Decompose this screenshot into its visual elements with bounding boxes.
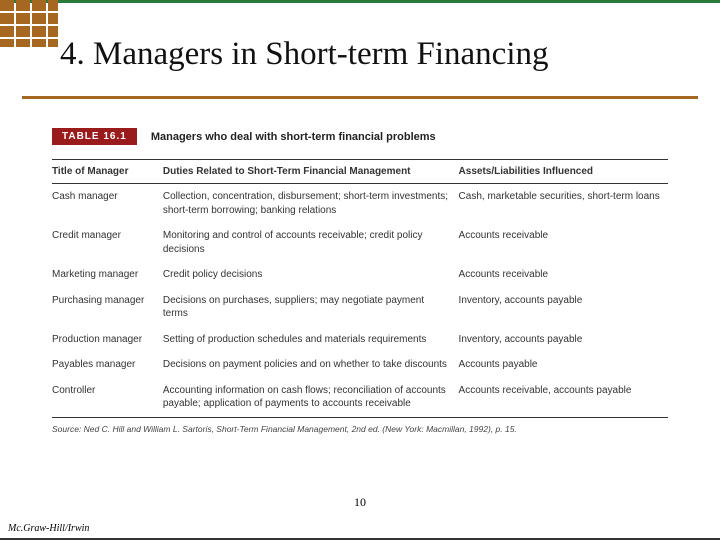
table-row: Payables manager Decisions on payment po… <box>52 352 668 378</box>
cell-title: Payables manager <box>52 352 163 378</box>
col-header-duties: Duties Related to Short-Term Financial M… <box>163 160 459 184</box>
cell-title: Controller <box>52 378 163 418</box>
cell-duties: Decisions on payment policies and on whe… <box>163 352 459 378</box>
corner-grid-decor <box>0 0 60 48</box>
table-source: Source: Ned C. Hill and William L. Sarto… <box>52 424 668 434</box>
table-header-row: TABLE 16.1 Managers who deal with short-… <box>52 128 668 145</box>
cell-assets: Accounts receivable, accounts payable <box>459 378 668 418</box>
table-head-row: Title of Manager Duties Related to Short… <box>52 160 668 184</box>
cell-assets: Inventory, accounts payable <box>459 327 668 353</box>
page-number: 10 <box>354 495 366 510</box>
cell-duties: Setting of production schedules and mate… <box>163 327 459 353</box>
cell-assets: Inventory, accounts payable <box>459 288 668 327</box>
table-row: Controller Accounting information on cas… <box>52 378 668 418</box>
table-row: Cash manager Collection, concentration, … <box>52 184 668 224</box>
top-rule <box>0 0 720 10</box>
table-row: Marketing manager Credit policy decision… <box>52 262 668 288</box>
table-row: Purchasing manager Decisions on purchase… <box>52 288 668 327</box>
col-header-title: Title of Manager <box>52 160 163 184</box>
cell-assets: Cash, marketable securities, short-term … <box>459 184 668 224</box>
cell-duties: Accounting information on cash flows; re… <box>163 378 459 418</box>
publisher-credit: Mc.Graw-Hill/Irwin <box>8 523 89 534</box>
cell-assets: Accounts payable <box>459 352 668 378</box>
col-header-assets: Assets/Liabilities Influenced <box>459 160 668 184</box>
cell-duties: Decisions on purchases, suppliers; may n… <box>163 288 459 327</box>
table-row: Production manager Setting of production… <box>52 327 668 353</box>
slide-title: 4. Managers in Short-term Financing <box>60 36 549 73</box>
table-badge: TABLE 16.1 <box>52 128 137 145</box>
cell-title: Marketing manager <box>52 262 163 288</box>
cell-assets: Accounts receivable <box>459 262 668 288</box>
cell-duties: Credit policy decisions <box>163 262 459 288</box>
managers-table: Title of Manager Duties Related to Short… <box>52 159 668 418</box>
cell-title: Cash manager <box>52 184 163 224</box>
slide: 4. Managers in Short-term Financing TABL… <box>0 0 720 540</box>
table-caption: Managers who deal with short-term financ… <box>151 131 436 143</box>
cell-duties: Monitoring and control of accounts recei… <box>163 223 459 262</box>
cell-duties: Collection, concentration, disbursement;… <box>163 184 459 224</box>
table-region: TABLE 16.1 Managers who deal with short-… <box>52 128 668 434</box>
cell-title: Purchasing manager <box>52 288 163 327</box>
title-underline <box>22 96 698 99</box>
table-row: Credit manager Monitoring and control of… <box>52 223 668 262</box>
cell-title: Credit manager <box>52 223 163 262</box>
cell-assets: Accounts receivable <box>459 223 668 262</box>
cell-title: Production manager <box>52 327 163 353</box>
